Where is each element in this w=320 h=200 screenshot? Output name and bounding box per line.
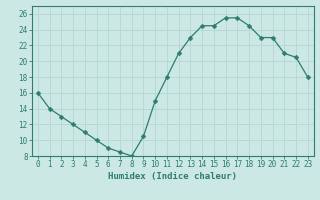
X-axis label: Humidex (Indice chaleur): Humidex (Indice chaleur) [108,172,237,181]
